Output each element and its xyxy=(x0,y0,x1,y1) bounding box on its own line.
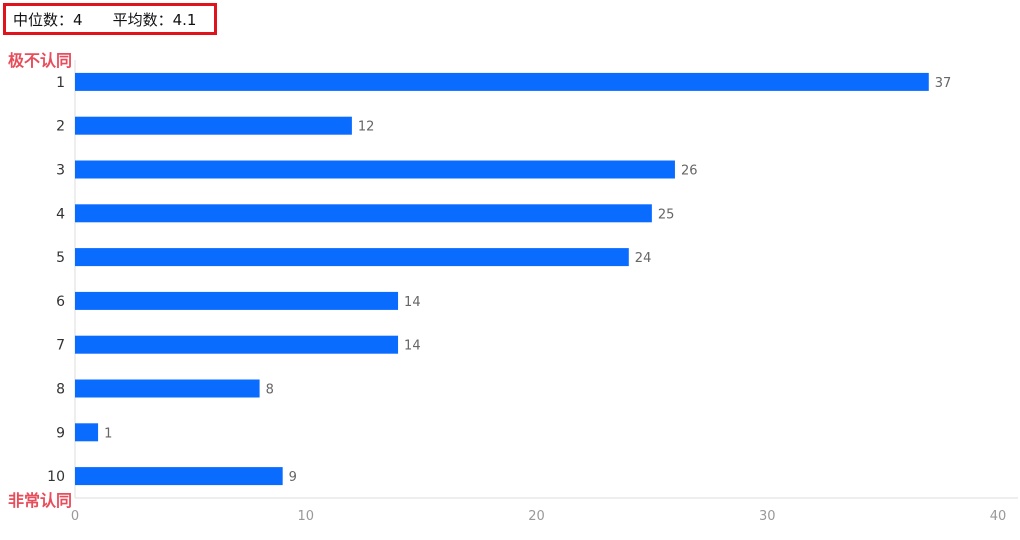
category-label: 1 xyxy=(56,75,65,91)
category-label: 6 xyxy=(56,294,65,310)
mean-stat: 平均数：4.1 xyxy=(113,9,197,30)
category-label: 9 xyxy=(56,425,65,441)
x-tick-label: 0 xyxy=(71,509,79,524)
category-label: 7 xyxy=(56,338,65,354)
category-label: 10 xyxy=(47,469,65,485)
value-label: 14 xyxy=(404,295,421,310)
value-label: 25 xyxy=(658,207,675,222)
bar xyxy=(75,467,283,486)
bar xyxy=(75,379,260,398)
value-label: 12 xyxy=(358,120,375,135)
value-label: 37 xyxy=(935,76,952,91)
category-label: 2 xyxy=(56,119,65,135)
scale-label-bottom: 非常认同 xyxy=(8,491,73,510)
bar xyxy=(75,116,352,135)
bar xyxy=(75,204,652,223)
mean-value: 4.1 xyxy=(172,10,197,29)
x-tick-label: 10 xyxy=(297,509,314,524)
value-label: 1 xyxy=(104,426,112,441)
median-label: 中位数： xyxy=(13,10,74,29)
value-label: 9 xyxy=(289,470,297,485)
summary-stats-box: 中位数：4 平均数：4.1 xyxy=(3,3,217,35)
x-tick-label: 40 xyxy=(990,509,1007,524)
bar xyxy=(75,423,99,442)
category-label: 8 xyxy=(56,382,65,398)
value-label: 14 xyxy=(404,339,421,354)
bar xyxy=(75,335,399,354)
category-label: 4 xyxy=(56,206,65,222)
scale-label-top: 极不认同 xyxy=(8,51,73,70)
bar xyxy=(75,160,675,179)
bar xyxy=(75,248,629,267)
category-label: 3 xyxy=(56,163,65,179)
value-label: 26 xyxy=(681,164,698,179)
x-tick-label: 20 xyxy=(528,509,545,524)
category-label: 5 xyxy=(56,250,65,266)
median-stat: 中位数：4 xyxy=(13,9,83,30)
value-label: 8 xyxy=(266,383,274,398)
bar xyxy=(75,291,399,310)
bar xyxy=(75,72,929,91)
mean-label: 平均数： xyxy=(112,10,173,29)
value-label: 24 xyxy=(635,251,652,266)
x-tick-label: 30 xyxy=(759,509,776,524)
median-value: 4 xyxy=(73,10,83,29)
